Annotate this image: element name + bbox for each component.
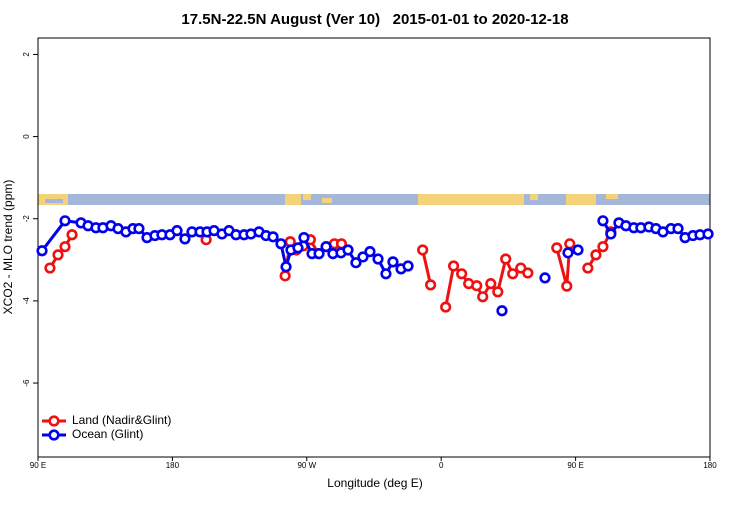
x-tick-label: 0 bbox=[439, 461, 444, 470]
data-point bbox=[44, 262, 56, 274]
data-point bbox=[477, 291, 489, 303]
x-tick-label: 180 bbox=[703, 461, 717, 470]
data-point bbox=[424, 279, 437, 291]
data-point bbox=[492, 286, 504, 298]
map-strip bbox=[38, 194, 710, 205]
data-point bbox=[387, 256, 399, 268]
data-point bbox=[279, 270, 291, 282]
data-point bbox=[171, 225, 183, 237]
data-point bbox=[471, 280, 483, 292]
data-point bbox=[500, 253, 512, 265]
data-point bbox=[440, 301, 452, 313]
y-tick-label: 0 bbox=[22, 134, 31, 139]
data-point bbox=[522, 267, 534, 279]
data-point bbox=[597, 241, 609, 253]
data-point bbox=[561, 280, 573, 292]
data-point bbox=[507, 268, 519, 280]
data-point bbox=[59, 241, 71, 253]
data-point bbox=[350, 257, 362, 269]
data-point bbox=[36, 245, 48, 257]
x-tick-label: 180 bbox=[166, 461, 180, 470]
data-point bbox=[52, 249, 64, 261]
y-tick-label: -2 bbox=[22, 215, 31, 223]
chart-title: 17.5N-22.5N August (Ver 10) 2015-01-01 t… bbox=[181, 11, 568, 28]
legend-label: Land (Nadir&Glint) bbox=[72, 413, 171, 427]
data-point bbox=[364, 246, 376, 258]
data-point bbox=[496, 305, 508, 317]
data-point bbox=[590, 249, 602, 261]
data-point bbox=[133, 223, 145, 235]
data-point bbox=[380, 268, 392, 280]
data-point bbox=[562, 247, 574, 259]
y-tick-label: -4 bbox=[22, 297, 31, 305]
y-tick-label: -6 bbox=[22, 379, 31, 387]
data-point bbox=[320, 241, 332, 253]
data-point bbox=[456, 268, 468, 280]
data-point bbox=[417, 244, 429, 256]
data-point bbox=[564, 238, 576, 250]
data-point bbox=[280, 261, 292, 273]
data-point bbox=[597, 215, 609, 227]
data-point bbox=[702, 228, 714, 240]
data-point bbox=[605, 228, 617, 240]
data-point bbox=[59, 215, 71, 227]
data-point bbox=[298, 232, 310, 244]
y-tick-label: 2 bbox=[22, 52, 31, 57]
legend-marker bbox=[48, 415, 60, 427]
data-point bbox=[372, 253, 384, 265]
data-point bbox=[342, 244, 354, 256]
data-point bbox=[267, 231, 279, 243]
data-point bbox=[551, 242, 563, 254]
x-tick-label: 90 W bbox=[297, 461, 316, 470]
x-tick-label: 90 E bbox=[30, 461, 46, 470]
data-point bbox=[275, 238, 287, 250]
data-point bbox=[582, 262, 594, 274]
data-point bbox=[572, 244, 584, 256]
x-axis-label: Longitude (deg E) bbox=[327, 476, 422, 490]
legend-label: Ocean (Glint) bbox=[72, 427, 143, 441]
data-point bbox=[672, 223, 684, 235]
legend-marker bbox=[48, 429, 60, 441]
data-point bbox=[179, 233, 191, 245]
y-axis-label: XCO2 - MLO trend (ppm) bbox=[1, 180, 15, 315]
plot-frame bbox=[37, 37, 711, 458]
x-tick-label: 90 E bbox=[567, 461, 583, 470]
data-point bbox=[515, 262, 527, 274]
data-point bbox=[447, 260, 460, 272]
data-point bbox=[539, 272, 551, 284]
data-point bbox=[485, 278, 497, 290]
data-point bbox=[66, 229, 78, 241]
data-point bbox=[313, 248, 325, 260]
data-point bbox=[292, 242, 304, 254]
data-point bbox=[402, 260, 414, 272]
data-point bbox=[357, 251, 369, 263]
